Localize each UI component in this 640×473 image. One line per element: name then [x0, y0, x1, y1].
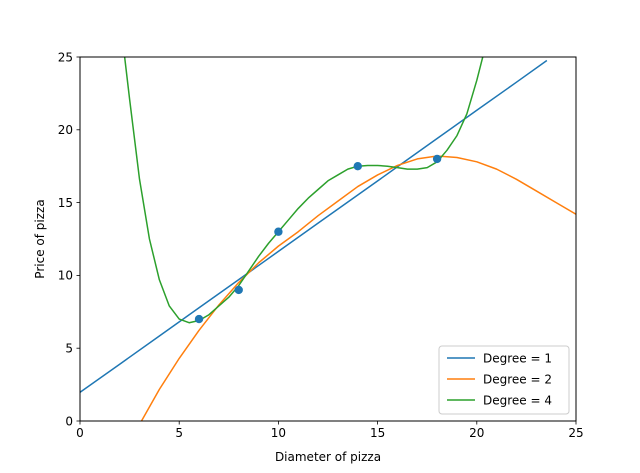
data-point — [194, 314, 204, 324]
axes-frame — [79, 56, 577, 422]
y-axis-label: Price of pizza — [33, 199, 47, 278]
legend-label: Degree = 2 — [483, 373, 552, 387]
x-tick-label: 15 — [370, 426, 385, 440]
legend-box — [438, 345, 570, 415]
y-tick-label: 10 — [58, 269, 73, 283]
y-tick-label: 15 — [58, 196, 73, 210]
y-tick-label: 5 — [65, 342, 73, 356]
x-tick-label: 10 — [271, 426, 286, 440]
x-tick-label: 25 — [568, 426, 583, 440]
y-tick-label: 20 — [58, 123, 73, 137]
x-tick-label: 20 — [469, 426, 484, 440]
data-point — [274, 227, 283, 236]
x-ticks: 0 5 10 15 20 25 — [76, 421, 584, 440]
legend-label: Degree = 4 — [483, 394, 552, 408]
points-layer — [194, 154, 442, 324]
y-ticks: 0 5 10 15 20 25 — [58, 50, 80, 428]
legend-label: Degree = 1 — [483, 352, 552, 366]
x-tick-label: 0 — [76, 426, 84, 440]
series-layer — [80, 57, 576, 421]
y-tick-label: 0 — [65, 414, 73, 428]
series-line-degree-4 — [123, 57, 484, 324]
data-point — [234, 285, 243, 295]
y-tick-label: 25 — [58, 50, 73, 64]
x-tick-label: 5 — [175, 426, 183, 440]
series-line-degree-1 — [80, 59, 548, 394]
series-line-degree-2 — [140, 155, 576, 421]
data-point — [353, 162, 362, 171]
data-point — [432, 154, 442, 164]
legend: Degree = 1 Degree = 2 Degree = 4 — [438, 345, 570, 415]
x-axis-label: Diameter of pizza — [275, 450, 381, 464]
